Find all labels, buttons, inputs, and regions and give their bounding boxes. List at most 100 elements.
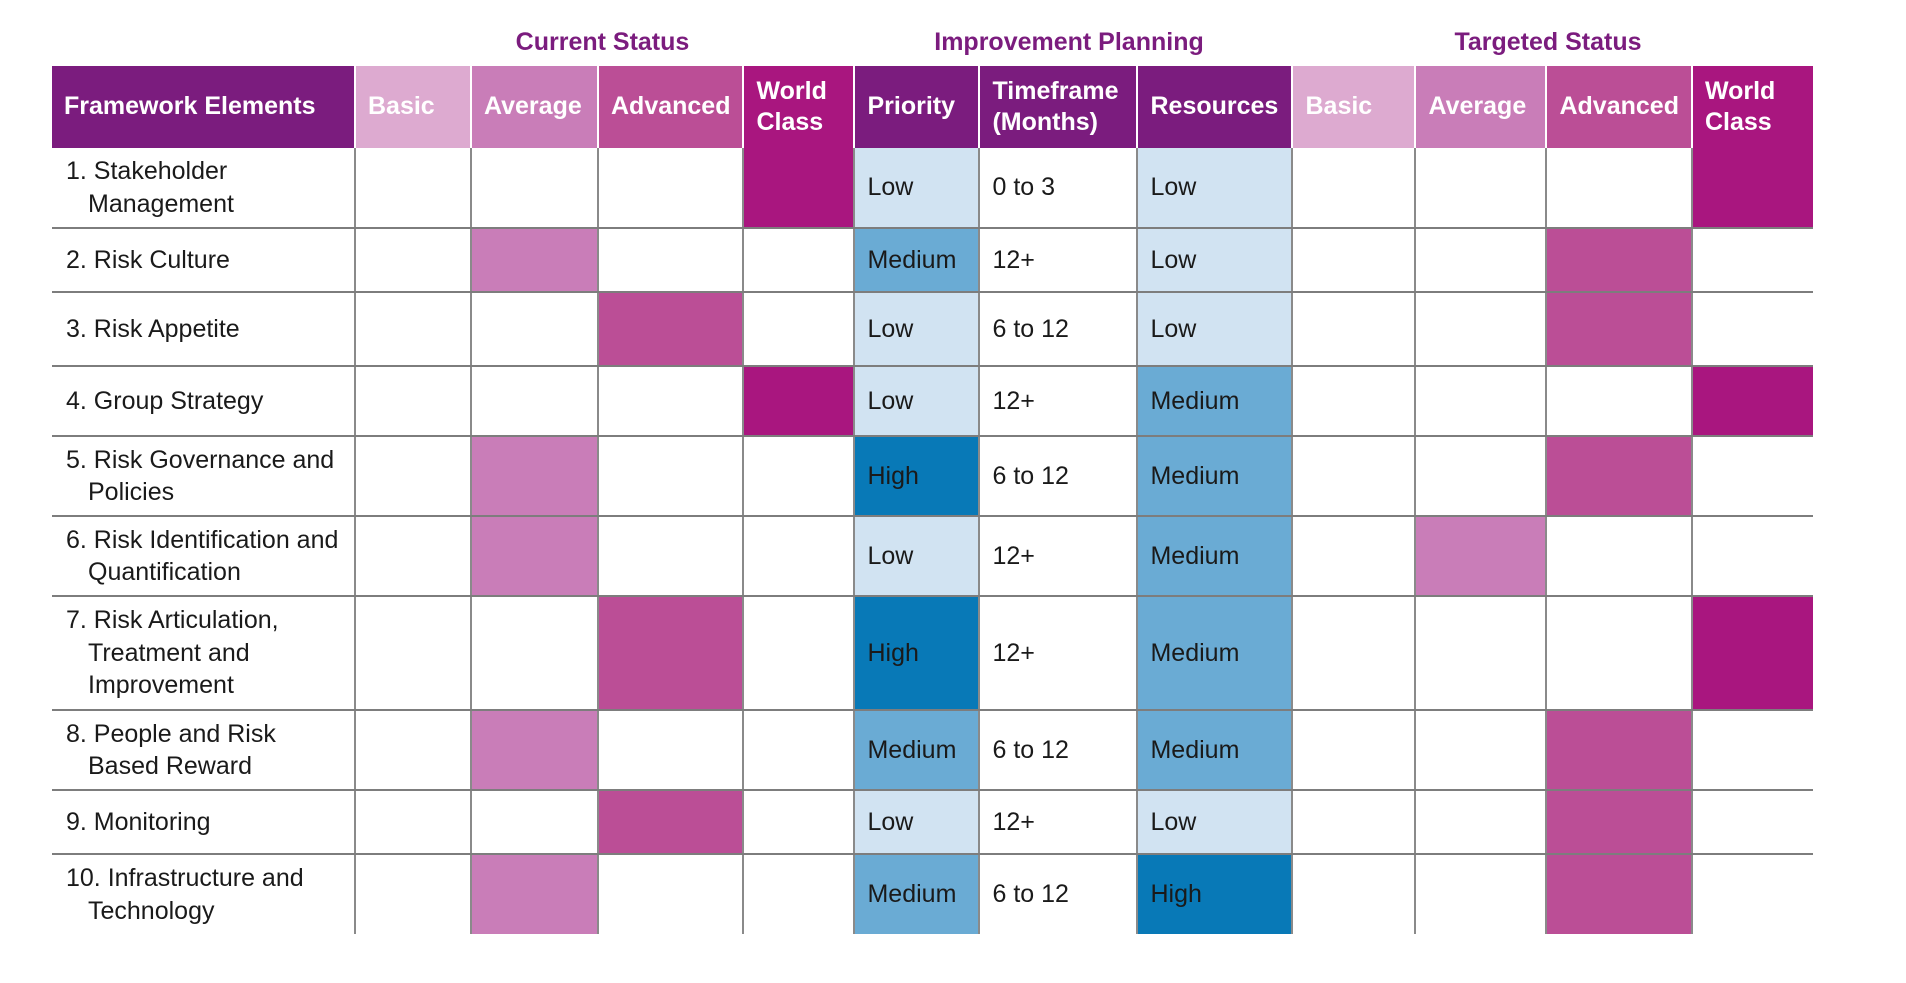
header-current-basic: Basic bbox=[355, 66, 472, 148]
header-row: Framework Elements Basic Average Advance… bbox=[52, 66, 1813, 148]
targeted-status-cell-basic bbox=[1292, 148, 1417, 229]
current-status-cell-world-class bbox=[743, 228, 856, 293]
current-status-cell-world-class bbox=[743, 148, 856, 229]
targeted-status-cell-basic bbox=[1292, 292, 1417, 367]
framework-element-label: 6. Risk Identification and Quantificatio… bbox=[66, 525, 339, 587]
targeted-status-cell-advanced bbox=[1546, 228, 1693, 293]
priority-cell: Medium bbox=[854, 228, 981, 293]
current-status-cell-basic bbox=[355, 366, 472, 437]
resources-cell: Low bbox=[1137, 790, 1294, 855]
framework-element-cell: 1. Stakeholder Management bbox=[52, 148, 356, 229]
current-status-cell-basic bbox=[355, 292, 472, 367]
current-status-cell-advanced bbox=[598, 366, 745, 437]
targeted-status-cell-world-class bbox=[1691, 596, 1813, 711]
targeted-status-cell-basic bbox=[1292, 516, 1417, 597]
table-row: 8. People and Risk Based Reward Medium 6 t… bbox=[52, 710, 1813, 791]
timeframe-cell: 6 to 12 bbox=[979, 854, 1139, 934]
table-row: 2. Risk Culture Medium 12+ Low bbox=[52, 228, 1813, 293]
header-target-advanced: Advanced bbox=[1546, 66, 1693, 148]
targeted-status-cell-world-class bbox=[1691, 292, 1813, 367]
header-current-world-class: World Class bbox=[743, 66, 856, 148]
current-status-cell-world-class bbox=[743, 710, 856, 791]
current-status-cell-world-class bbox=[743, 790, 856, 855]
targeted-status-cell-average bbox=[1415, 710, 1548, 791]
resources-cell: Medium bbox=[1137, 596, 1294, 711]
current-status-cell-world-class bbox=[743, 436, 856, 517]
timeframe-cell: 12+ bbox=[979, 228, 1139, 293]
resources-cell: Low bbox=[1137, 148, 1294, 229]
targeted-status-title: Targeted Status bbox=[1454, 28, 1642, 56]
targeted-status-cell-advanced bbox=[1546, 366, 1693, 437]
targeted-status-cell-basic bbox=[1292, 710, 1417, 791]
targeted-status-cell-average bbox=[1415, 228, 1548, 293]
current-status-cell-advanced bbox=[598, 436, 745, 517]
current-status-cell-basic bbox=[355, 516, 472, 597]
priority-cell: Low bbox=[854, 148, 981, 229]
current-status-cell-basic bbox=[355, 596, 472, 711]
resources-cell: Medium bbox=[1137, 366, 1294, 437]
targeted-status-cell-world-class bbox=[1691, 148, 1813, 229]
timeframe-cell: 6 to 12 bbox=[979, 292, 1139, 367]
current-status-cell-average bbox=[471, 790, 599, 855]
framework-element-cell: 9. Monitoring bbox=[52, 790, 356, 855]
framework-element-cell: 3. Risk Appetite bbox=[52, 292, 356, 367]
framework-element-cell: 4. Group Strategy bbox=[52, 366, 356, 437]
header-current-average: Average bbox=[471, 66, 599, 148]
timeframe-cell: 6 to 12 bbox=[979, 710, 1139, 791]
framework-element-label: 7. Risk Articulation, Treatment and Impr… bbox=[66, 606, 279, 700]
current-status-cell-average bbox=[471, 854, 599, 934]
targeted-status-cell-world-class bbox=[1691, 228, 1813, 293]
priority-cell: Low bbox=[854, 366, 981, 437]
targeted-status-cell-world-class bbox=[1691, 436, 1813, 517]
targeted-status-cell-advanced bbox=[1546, 790, 1693, 855]
header-target-basic: Basic bbox=[1292, 66, 1417, 148]
targeted-status-cell-average bbox=[1415, 292, 1548, 367]
framework-element-label: 2. Risk Culture bbox=[66, 245, 230, 274]
table-body: 1. Stakeholder Management Low 0 to 3 Low 2. … bbox=[52, 148, 1813, 934]
current-status-cell-basic bbox=[355, 790, 472, 855]
timeframe-cell: 12+ bbox=[979, 790, 1139, 855]
timeframe-cell: 12+ bbox=[979, 596, 1139, 711]
targeted-status-cell-world-class bbox=[1692, 854, 1813, 934]
current-status-cell-advanced bbox=[598, 596, 745, 711]
table-row: 7. Risk Articulation, Treatment and Impr… bbox=[52, 596, 1813, 711]
targeted-status-cell-basic bbox=[1292, 436, 1417, 517]
current-status-cell-advanced bbox=[598, 854, 745, 934]
resources-cell: Low bbox=[1137, 292, 1294, 367]
targeted-status-cell-basic bbox=[1292, 854, 1417, 934]
timeframe-cell: 12+ bbox=[979, 516, 1139, 597]
targeted-status-cell-basic bbox=[1292, 366, 1417, 437]
timeframe-cell: 6 to 12 bbox=[979, 436, 1139, 517]
table-row: 9. Monitoring Low 12+ Low bbox=[52, 790, 1813, 855]
priority-cell: Low bbox=[854, 790, 981, 855]
targeted-status-cell-average bbox=[1415, 516, 1548, 597]
current-status-cell-average bbox=[471, 366, 599, 437]
targeted-status-cell-world-class bbox=[1691, 366, 1813, 437]
current-status-cell-advanced bbox=[598, 516, 745, 597]
current-status-cell-world-class bbox=[743, 596, 856, 711]
targeted-status-cell-advanced bbox=[1546, 148, 1693, 229]
header-target-average: Average bbox=[1415, 66, 1548, 148]
header-current-advanced: Advanced bbox=[598, 66, 745, 148]
framework-element-cell: 2. Risk Culture bbox=[52, 228, 356, 293]
targeted-status-cell-basic bbox=[1292, 596, 1417, 711]
priority-cell: High bbox=[854, 436, 981, 517]
priority-cell: Medium bbox=[854, 710, 981, 791]
current-status-cell-world-class bbox=[743, 366, 856, 437]
framework-element-cell: 5. Risk Governance and Policies bbox=[52, 436, 356, 517]
current-status-cell-average bbox=[471, 516, 599, 597]
current-status-cell-average bbox=[471, 228, 599, 293]
header-framework-elements: Framework Elements bbox=[52, 66, 356, 148]
header-timeframe: Timeframe (Months) bbox=[979, 66, 1139, 148]
current-status-title: Current Status bbox=[515, 28, 690, 56]
targeted-status-cell-basic bbox=[1292, 228, 1417, 293]
current-status-cell-basic bbox=[355, 436, 472, 517]
targeted-status-cell-advanced bbox=[1546, 436, 1693, 517]
targeted-status-cell-average bbox=[1415, 148, 1548, 229]
current-status-cell-world-class bbox=[743, 516, 856, 597]
current-status-cell-advanced bbox=[598, 292, 745, 367]
resources-cell: Medium bbox=[1137, 516, 1294, 597]
table-row: 4. Group Strategy Low 12+ Medium bbox=[52, 366, 1813, 437]
assessment-table: Framework Elements Basic Average Advance… bbox=[52, 66, 1813, 934]
